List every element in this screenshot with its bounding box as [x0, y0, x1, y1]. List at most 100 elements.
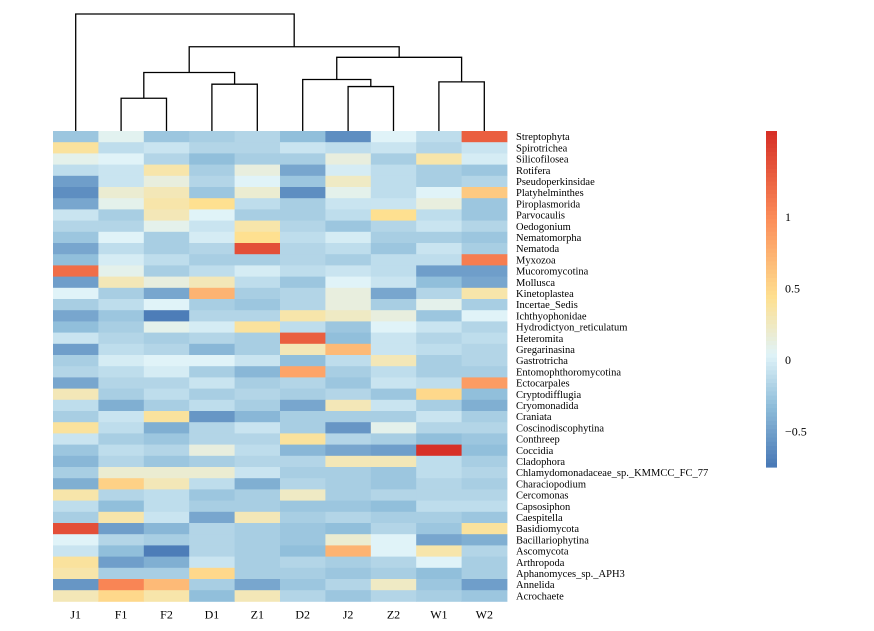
heatmap-cell	[53, 534, 99, 546]
heatmap-cell	[143, 243, 190, 255]
heatmap-cell	[234, 299, 281, 311]
row-label: Ichthyophonidae	[516, 311, 587, 322]
heatmap-cell	[234, 276, 281, 289]
heatmap-cell	[325, 478, 372, 490]
heatmap-cell	[53, 355, 99, 367]
column-label: W1	[430, 607, 447, 621]
heatmap-cell	[370, 579, 417, 591]
heatmap-cell	[370, 142, 417, 154]
heatmap-cell	[325, 343, 372, 356]
heatmap-cell	[189, 164, 235, 177]
heatmap-cell	[416, 422, 462, 434]
row-label: Coscinodiscophytina	[516, 423, 604, 434]
heatmap-cell	[461, 243, 508, 255]
heatmap-cell	[461, 310, 508, 322]
heatmap-cell	[461, 523, 508, 535]
heatmap-cell	[53, 153, 99, 165]
heatmap-cell	[416, 433, 462, 445]
heatmap-cell	[234, 567, 281, 580]
heatmap-cell	[98, 523, 145, 535]
heatmap-cell	[280, 142, 326, 154]
heatmap-cell	[416, 556, 462, 569]
heatmap-cell	[280, 220, 326, 233]
heatmap-cell	[325, 254, 372, 266]
heatmap-cell	[189, 142, 235, 154]
heatmap-cell	[98, 590, 145, 602]
heatmap-cell	[280, 444, 326, 457]
heatmap-cell	[189, 534, 235, 546]
heatmap-cell	[234, 411, 281, 423]
heatmap-cell	[461, 579, 508, 591]
heatmap-cell	[143, 254, 190, 266]
heatmap-cell	[53, 299, 99, 311]
heatmap-cell	[461, 343, 508, 356]
heatmap-cell	[416, 310, 462, 322]
row-label: Streptophyta	[516, 132, 570, 143]
heatmap-cell	[143, 355, 190, 367]
heatmap-cell	[461, 556, 508, 569]
heatmap-cell	[416, 523, 462, 535]
heatmap-cell	[234, 579, 281, 591]
heatmap-cell	[98, 164, 145, 177]
row-label: Gregarinasina	[516, 345, 575, 356]
heatmap-cell	[416, 377, 462, 389]
heatmap-cell	[280, 545, 326, 557]
heatmap-cell	[189, 355, 235, 367]
heatmap-cell	[189, 422, 235, 434]
heatmap-cell	[416, 411, 462, 423]
heatmap-cell	[98, 355, 145, 367]
heatmap-cell	[325, 198, 372, 210]
heatmap-cell	[325, 310, 372, 322]
row-label: Mollusca	[516, 278, 555, 289]
heatmap-cell	[416, 299, 462, 311]
heatmap-cell	[98, 175, 145, 188]
column-label: J2	[343, 607, 354, 621]
row-label: Acrochaete	[516, 591, 564, 602]
heatmap-cell	[98, 411, 145, 423]
heatmap-cell	[461, 321, 508, 333]
row-label: Pseudoperkinsidae	[516, 177, 595, 188]
heatmap-cell	[189, 523, 235, 535]
heatmap-cell	[325, 243, 372, 255]
row-label: Aphanomyces_sp._APH3	[516, 569, 625, 580]
heatmap-cell	[416, 164, 462, 177]
column-label: Z1	[251, 607, 264, 621]
heatmap-cell	[461, 388, 508, 401]
heatmap-cell	[461, 164, 508, 177]
heatmap-cell	[234, 265, 281, 277]
heatmap-cell	[325, 388, 372, 401]
heatmap-cell	[98, 153, 145, 165]
heatmap-cell	[98, 422, 145, 434]
heatmap-cell	[53, 243, 99, 255]
heatmap-cell	[325, 220, 372, 233]
heatmap-cell	[234, 444, 281, 457]
heatmap-cell	[234, 198, 281, 210]
row-label: Characiopodium	[516, 479, 586, 490]
heatmap-cell	[143, 511, 190, 524]
heatmap-cell	[143, 153, 190, 165]
row-label: Cryptodifflugia	[516, 390, 581, 401]
heatmap-cell	[53, 455, 99, 468]
row-label: Incertae_Sedis	[516, 300, 578, 311]
heatmap-cell	[234, 175, 281, 188]
heatmap-cell	[234, 590, 281, 602]
heatmap-cell	[143, 567, 190, 580]
heatmap-cell	[416, 489, 462, 501]
heatmap-cell	[416, 243, 462, 255]
heatmap-cell	[98, 467, 145, 479]
heatmap-cell	[280, 388, 326, 401]
heatmap-cell	[53, 164, 99, 177]
heatmap-cell	[189, 131, 235, 143]
heatmap-cell	[143, 523, 190, 535]
row-label: Annelida	[516, 580, 555, 591]
column-label: F2	[160, 607, 173, 621]
heatmap-cell	[416, 142, 462, 154]
heatmap-cell	[461, 545, 508, 557]
heatmap-cell	[416, 399, 462, 412]
heatmap-cell	[98, 534, 145, 546]
heatmap-cell	[98, 187, 145, 199]
row-label: Craniata	[516, 412, 552, 423]
column-label: Z2	[387, 607, 400, 621]
dendrogram-branch	[211, 83, 258, 131]
row-label: Mucoromycotina	[516, 267, 589, 278]
